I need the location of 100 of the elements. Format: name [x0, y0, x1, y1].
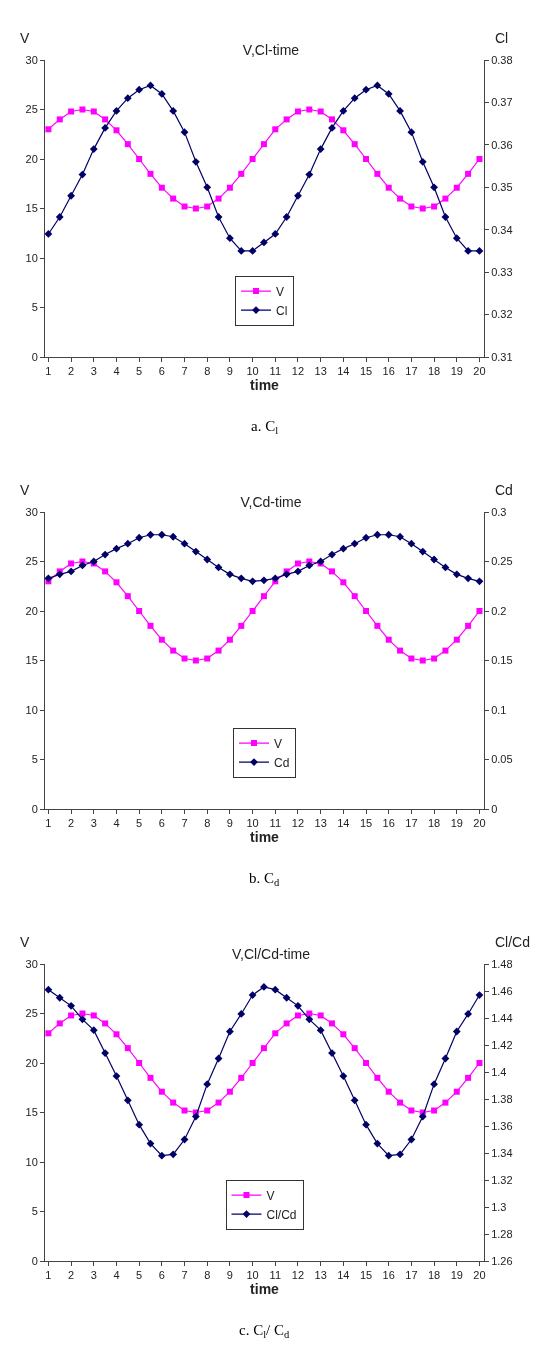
x-tick-label: 17: [405, 1269, 418, 1282]
x-tick-label: 1: [45, 1269, 52, 1282]
y-axis-title: V: [20, 30, 30, 46]
y-tick-label: 30: [25, 505, 38, 518]
x-tick-label: 5: [136, 1269, 143, 1282]
x-tick-label: 1: [45, 817, 52, 830]
x-tick-label: 3: [90, 817, 97, 830]
x-tick-label: 15: [359, 1269, 373, 1282]
y-tick-label: 0: [31, 350, 38, 363]
y-tick-label: 10: [25, 251, 38, 264]
x-tick-label: 8: [204, 817, 211, 830]
x-tick-label: 11: [269, 365, 281, 378]
y-tick-label: 20: [25, 604, 38, 617]
x-tick-label: 5: [136, 817, 143, 830]
y2-tick-label: 1.38: [491, 1092, 513, 1105]
y2-tick-label: 1.48: [491, 957, 513, 970]
y-tick-label: 10: [25, 703, 38, 716]
x-tick-label: 9: [226, 817, 233, 830]
x-tick-label: 6: [158, 1269, 165, 1282]
y2-tick-label: 0.25: [491, 555, 513, 568]
x-tick-label: 12: [291, 1269, 305, 1282]
y-tick-label: 5: [31, 301, 38, 314]
y2-tick-label: 1.28: [491, 1227, 513, 1240]
y-tick-label: 30: [25, 957, 38, 970]
x-tick-label: 16: [382, 1269, 395, 1282]
y2-tick-label: 0.05: [491, 753, 513, 766]
text: b. C$_{d}$: [249, 870, 281, 889]
y-axis-title: V: [20, 934, 30, 950]
y2-tick-label: 1.32: [491, 1173, 513, 1186]
x-tick-label: 20: [473, 365, 486, 378]
chart-title: V,Cl/Cd-time: [231, 946, 311, 962]
y2-tick-label: 0.2: [491, 604, 507, 617]
y2-axis-title: Cd: [495, 482, 513, 498]
legend-label: V: [266, 1188, 275, 1203]
y2-tick-label: 1.4: [491, 1065, 507, 1078]
y2-tick-label: 1.46: [491, 984, 513, 997]
y2-tick-label: 0.36: [491, 138, 513, 151]
y-tick-label: 5: [31, 1205, 38, 1218]
y2-tick-label: 0.35: [491, 181, 513, 194]
x-axis-title: time: [250, 829, 280, 846]
y-tick-label: 25: [25, 1007, 38, 1020]
x-tick-label: 11: [269, 1269, 281, 1282]
x-tick-label: 10: [246, 365, 259, 378]
y2-tick-label: 0.37: [491, 96, 513, 109]
y2-tick-label: 1.34: [491, 1146, 513, 1159]
x-tick-label: 4: [113, 817, 120, 830]
y2-tick-label: 1.44: [491, 1011, 513, 1024]
x-tick-label: 2: [68, 817, 75, 830]
x-tick-label: 10: [246, 817, 259, 830]
x-tick-label: 3: [90, 1269, 97, 1282]
chart-title: V,Cl-time: [242, 42, 300, 58]
x-tick-label: 18: [427, 1269, 441, 1282]
x-tick-label: 9: [226, 365, 233, 378]
x-tick-label: 20: [473, 817, 486, 830]
x-tick-label: 18: [427, 817, 441, 830]
y2-tick-label: 1.26: [491, 1254, 513, 1267]
x-tick-label: 13: [314, 1269, 327, 1282]
x-tick-label: 5: [136, 365, 143, 378]
x-tick-label: 13: [314, 365, 327, 378]
legend-label: V: [274, 736, 283, 751]
y-tick-label: 15: [25, 654, 38, 667]
legend-label: V: [276, 284, 285, 299]
y-tick-label: 0: [31, 1254, 38, 1267]
y2-axis-title: Cl: [495, 30, 509, 46]
x-tick-label: 8: [204, 1269, 211, 1282]
chart-title: V,Cd-time: [240, 494, 302, 510]
x-tick-label: 18: [427, 365, 441, 378]
y2-tick-label: 0.1: [491, 703, 507, 716]
x-tick-label: 3: [90, 365, 97, 378]
x-tick-label: 6: [158, 365, 165, 378]
text: c. C$_{l}$/ C$_{d}$: [239, 1322, 291, 1341]
y2-tick-label: 0.15: [491, 654, 513, 667]
y2-tick-label: 0.31: [491, 350, 513, 363]
x-tick-label: 6: [158, 817, 165, 830]
y2-tick-label: 0.33: [491, 265, 513, 278]
x-tick-label: 12: [291, 365, 305, 378]
x-tick-label: 11: [269, 817, 281, 830]
text: a. C$_{l}$: [251, 418, 279, 437]
x-tick-label: 7: [181, 817, 188, 830]
x-tick-label: 15: [359, 365, 373, 378]
y-tick-label: 25: [25, 103, 38, 116]
y2-tick-label: 0: [491, 802, 498, 815]
x-tick-label: 14: [337, 365, 350, 378]
legend-label: Cl/Cd: [266, 1207, 297, 1222]
y-tick-label: 0: [31, 802, 38, 815]
y-tick-label: 15: [25, 202, 38, 215]
y2-tick-label: 1.42: [491, 1038, 513, 1051]
x-tick-label: 19: [450, 817, 463, 830]
y-tick-label: 10: [25, 1155, 38, 1168]
y-axis-title: V: [20, 482, 30, 498]
x-tick-label: 4: [113, 1269, 120, 1282]
x-tick-label: 15: [359, 817, 373, 830]
x-tick-label: 2: [68, 365, 75, 378]
x-tick-label: 14: [337, 1269, 350, 1282]
y2-tick-label: 0.32: [491, 308, 513, 321]
x-tick-label: 14: [337, 817, 350, 830]
x-tick-label: 12: [291, 817, 305, 830]
x-tick-label: 20: [473, 1269, 486, 1282]
x-axis-title: time: [250, 377, 280, 394]
x-tick-label: 16: [382, 365, 395, 378]
